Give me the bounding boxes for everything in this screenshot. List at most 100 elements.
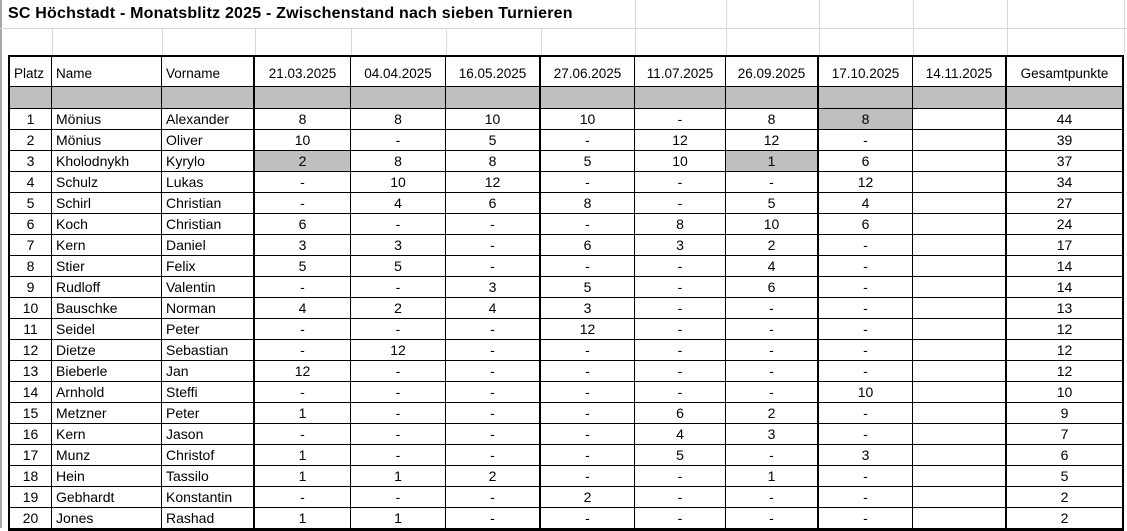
cell-17-10-2025[interactable]: 4 — [819, 193, 913, 214]
cell-gesamtpunkte[interactable]: 39 — [1007, 130, 1122, 151]
cell-04-04-2025[interactable]: 8 — [351, 151, 446, 172]
cell-16-05-2025[interactable]: 3 — [446, 277, 541, 298]
cell-27-06-2025[interactable]: - — [541, 424, 635, 445]
cell-11-07-2025[interactable]: - — [635, 319, 726, 340]
cell-21-03-2025[interactable]: - — [255, 277, 351, 298]
cell-21-03-2025[interactable]: 8 — [255, 109, 351, 130]
cell-04-04-2025[interactable]: 1 — [351, 466, 446, 487]
cell-17-10-2025[interactable]: - — [819, 235, 913, 256]
cell-14-11-2025[interactable] — [913, 319, 1007, 340]
cell-26-09-2025[interactable]: - — [726, 361, 819, 382]
cell-21-03-2025[interactable]: 1 — [255, 508, 351, 529]
cell-27-06-2025[interactable]: 5 — [541, 151, 635, 172]
header-16-05-2025[interactable]: 16.05.2025 — [446, 57, 541, 87]
cell-27-06-2025[interactable]: 8 — [541, 193, 635, 214]
cell-17-10-2025[interactable]: 10 — [819, 382, 913, 403]
cell-name[interactable]: Jones — [52, 508, 162, 529]
cell-platz[interactable]: 19 — [10, 487, 52, 508]
cell-17-10-2025[interactable]: - — [819, 466, 913, 487]
cell-name[interactable]: Gebhardt — [52, 487, 162, 508]
cell-gesamtpunkte[interactable]: 2 — [1007, 508, 1122, 529]
cell-platz[interactable]: 7 — [10, 235, 52, 256]
cell-21-03-2025[interactable]: 1 — [255, 445, 351, 466]
cell-vorname[interactable]: Kyrylo — [162, 151, 255, 172]
cell-27-06-2025[interactable]: - — [541, 172, 635, 193]
cell-27-06-2025[interactable]: - — [541, 361, 635, 382]
cell-name[interactable]: Bauschke — [52, 298, 162, 319]
cell-04-04-2025[interactable]: - — [351, 319, 446, 340]
cell-21-03-2025[interactable]: 3 — [255, 235, 351, 256]
cell-04-04-2025[interactable]: - — [351, 445, 446, 466]
cell-21-03-2025[interactable]: 12 — [255, 361, 351, 382]
cell-gesamtpunkte[interactable]: 5 — [1007, 466, 1122, 487]
cell-vorname[interactable]: Alexander — [162, 109, 255, 130]
cell-platz[interactable]: 16 — [10, 424, 52, 445]
cell-04-04-2025[interactable]: - — [351, 361, 446, 382]
cell-26-09-2025[interactable]: 10 — [726, 214, 819, 235]
cell-14-11-2025[interactable] — [913, 382, 1007, 403]
cell-gesamtpunkte[interactable]: 27 — [1007, 193, 1122, 214]
cell-04-04-2025[interactable]: - — [351, 277, 446, 298]
cell-16-05-2025[interactable]: - — [446, 403, 541, 424]
cell-11-07-2025[interactable]: 4 — [635, 424, 726, 445]
cell-vorname[interactable]: Peter — [162, 403, 255, 424]
cell-vorname[interactable]: Steffi — [162, 382, 255, 403]
cell-gesamtpunkte[interactable]: 12 — [1007, 361, 1122, 382]
cell-11-07-2025[interactable]: - — [635, 361, 726, 382]
cell-26-09-2025[interactable]: 1 — [726, 151, 819, 172]
cell-11-07-2025[interactable]: - — [635, 340, 726, 361]
cell-14-11-2025[interactable] — [913, 214, 1007, 235]
spacer-cell[interactable] — [819, 87, 913, 109]
cell-gesamtpunkte[interactable]: 2 — [1007, 487, 1122, 508]
cell-vorname[interactable]: Oliver — [162, 130, 255, 151]
cell-04-04-2025[interactable]: 2 — [351, 298, 446, 319]
cell-04-04-2025[interactable]: 1 — [351, 508, 446, 529]
cell-26-09-2025[interactable]: - — [726, 382, 819, 403]
cell-21-03-2025[interactable]: - — [255, 319, 351, 340]
cell-04-04-2025[interactable]: - — [351, 424, 446, 445]
cell-vorname[interactable]: Jason — [162, 424, 255, 445]
cell-17-10-2025[interactable]: - — [819, 487, 913, 508]
cell-14-11-2025[interactable] — [913, 193, 1007, 214]
spacer-cell[interactable] — [635, 87, 726, 109]
cell-vorname[interactable]: Christof — [162, 445, 255, 466]
cell-21-03-2025[interactable]: - — [255, 193, 351, 214]
cell-vorname[interactable]: Lukas — [162, 172, 255, 193]
cell-17-10-2025[interactable]: - — [819, 277, 913, 298]
cell-27-06-2025[interactable]: - — [541, 382, 635, 403]
cell-26-09-2025[interactable]: - — [726, 298, 819, 319]
cell-name[interactable]: Kholodnykh — [52, 151, 162, 172]
cell-21-03-2025[interactable]: 5 — [255, 256, 351, 277]
cell-vorname[interactable]: Norman — [162, 298, 255, 319]
cell-platz[interactable]: 10 — [10, 298, 52, 319]
cell-gesamtpunkte[interactable]: 14 — [1007, 256, 1122, 277]
header-11-07-2025[interactable]: 11.07.2025 — [635, 57, 726, 87]
cell-16-05-2025[interactable]: 5 — [446, 130, 541, 151]
cell-platz[interactable]: 3 — [10, 151, 52, 172]
cell-26-09-2025[interactable]: 2 — [726, 403, 819, 424]
cell-platz[interactable]: 11 — [10, 319, 52, 340]
cell-name[interactable]: Mönius — [52, 109, 162, 130]
cell-name[interactable]: Koch — [52, 214, 162, 235]
cell-27-06-2025[interactable]: - — [541, 403, 635, 424]
cell-16-05-2025[interactable]: 10 — [446, 109, 541, 130]
cell-27-06-2025[interactable]: - — [541, 445, 635, 466]
cell-11-07-2025[interactable]: 8 — [635, 214, 726, 235]
cell-27-06-2025[interactable]: 6 — [541, 235, 635, 256]
cell-vorname[interactable]: Christian — [162, 193, 255, 214]
cell-14-11-2025[interactable] — [913, 361, 1007, 382]
cell-vorname[interactable]: Tassilo — [162, 466, 255, 487]
header-platz[interactable]: Platz — [10, 57, 52, 87]
cell-platz[interactable]: 1 — [10, 109, 52, 130]
cell-04-04-2025[interactable]: - — [351, 214, 446, 235]
cell-gesamtpunkte[interactable]: 17 — [1007, 235, 1122, 256]
cell-name[interactable]: Stier — [52, 256, 162, 277]
cell-name[interactable]: Bieberle — [52, 361, 162, 382]
cell-11-07-2025[interactable]: - — [635, 298, 726, 319]
page-title[interactable]: SC Höchstadt - Monatsblitz 2025 - Zwisch… — [8, 5, 573, 22]
cell-16-05-2025[interactable]: - — [446, 361, 541, 382]
cell-16-05-2025[interactable]: - — [446, 319, 541, 340]
cell-14-11-2025[interactable] — [913, 466, 1007, 487]
cell-27-06-2025[interactable]: 5 — [541, 277, 635, 298]
cell-name[interactable]: Munz — [52, 445, 162, 466]
